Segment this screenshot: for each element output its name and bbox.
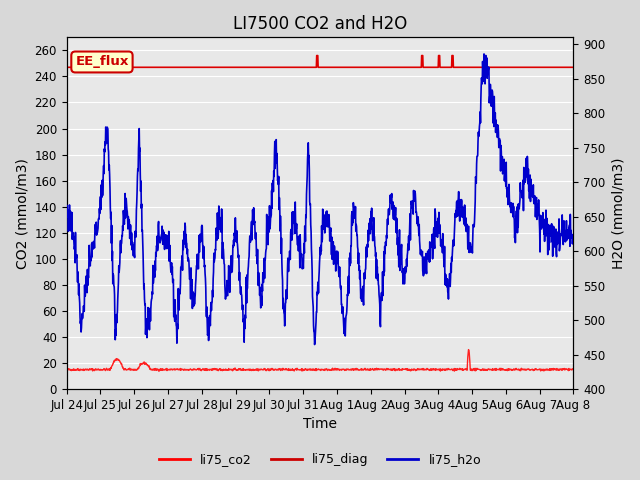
Text: EE_flux: EE_flux (76, 56, 129, 69)
Y-axis label: H2O (mmol/m3): H2O (mmol/m3) (611, 157, 625, 269)
Title: LI7500 CO2 and H2O: LI7500 CO2 and H2O (233, 15, 407, 33)
Y-axis label: CO2 (mmol/m3): CO2 (mmol/m3) (15, 158, 29, 269)
X-axis label: Time: Time (303, 418, 337, 432)
Legend: li75_co2, li75_diag, li75_h2o: li75_co2, li75_diag, li75_h2o (154, 448, 486, 471)
